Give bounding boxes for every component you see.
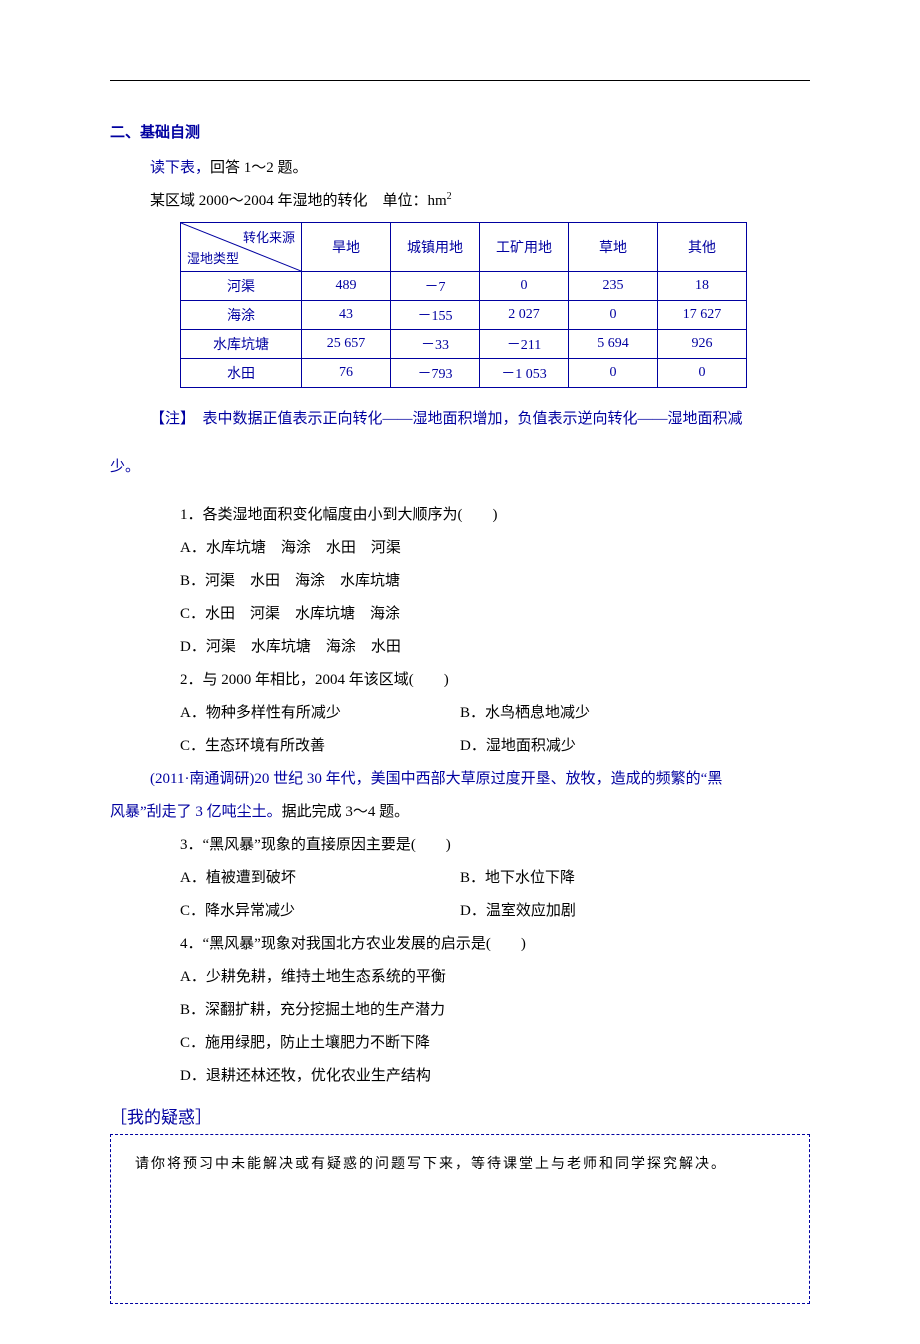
q3-opt-b: B．地下水位下降 <box>460 862 810 895</box>
cell: 76 <box>302 359 391 388</box>
q3-opt-a: A．植被遭到破坏 <box>180 862 460 895</box>
note-label: 【注】 <box>150 411 188 427</box>
table-row: 河渠 489 －7 0 235 18 <box>181 272 747 301</box>
intro-prefix: 读下表， <box>150 160 210 176</box>
cell: 489 <box>302 272 391 301</box>
q3-stem: 3．“黑风暴”现象的直接原因主要是( ) <box>110 829 810 862</box>
section-title: 二、基础自测 <box>110 121 810 142</box>
note-text-1: 表中数据正值表示正向转化——湿地面积增加，负值表示逆向转化——湿地面积减 <box>203 411 743 427</box>
diag-bottom-label: 湿地类型 <box>187 248 239 267</box>
table-caption-text: 某区域 2000～2004 年湿地的转化 单位：hm <box>150 193 447 209</box>
intro-line: 读下表，回答 1～2 题。 <box>110 152 810 185</box>
cell: 43 <box>302 301 391 330</box>
doubt-box: 请你将预习中未能解决或有疑惑的问题写下来，等待课堂上与老师和同学探究解决。 <box>110 1134 810 1304</box>
q4-opt-a: A．少耕免耕，维持土地生态系统的平衡 <box>110 961 810 994</box>
q2-opt-b: B．水鸟栖息地减少 <box>460 697 810 730</box>
q3-options: A．植被遭到破坏 B．地下水位下降 C．降水异常减少 D．温室效应加剧 <box>110 862 810 928</box>
doubt-text: 请你将预习中未能解决或有疑惑的问题写下来，等待课堂上与老师和同学探究解决。 <box>135 1157 727 1172</box>
table-caption: 某区域 2000～2004 年湿地的转化 单位：hm2 <box>110 185 810 218</box>
q1-opt-b: B．河渠 水田 海涂 水库坑塘 <box>110 565 810 598</box>
passage2-line2-rest: 据此完成 3～4 题。 <box>282 804 410 820</box>
cell: 926 <box>658 330 747 359</box>
page-container: 二、基础自测 读下表，回答 1～2 题。 某区域 2000～2004 年湿地的转… <box>0 0 920 1344</box>
cell: 0 <box>569 359 658 388</box>
cell: 0 <box>658 359 747 388</box>
table-note: 【注】 表中数据正值表示正向转化——湿地面积增加，负值表示逆向转化——湿地面积减 <box>110 403 810 436</box>
cell: －1 053 <box>480 359 569 388</box>
table-row: 海涂 43 －155 2 027 0 17 627 <box>181 301 747 330</box>
passage2-line2-prefix: 风暴”刮走了 3 亿吨尘土。 <box>110 804 282 820</box>
cell: 5 694 <box>569 330 658 359</box>
q1-opt-a: A．水库坑塘 海涂 水田 河渠 <box>110 532 810 565</box>
q2-opt-c: C．生态环境有所改善 <box>180 730 460 763</box>
doubt-title: ［我的疑惑］ <box>110 1103 810 1128</box>
col-header: 城镇用地 <box>391 223 480 272</box>
table-note-cont: 少。 <box>110 451 810 484</box>
col-header: 工矿用地 <box>480 223 569 272</box>
row-label: 海涂 <box>181 301 302 330</box>
top-rule <box>110 80 810 81</box>
passage2-line1: (2011·南通调研)20 世纪 30 年代，美国中西部大草原过度开垦、放牧，造… <box>110 763 810 796</box>
table-caption-sup: 2 <box>447 191 452 202</box>
cell: 0 <box>480 272 569 301</box>
cell: －155 <box>391 301 480 330</box>
row-label: 水田 <box>181 359 302 388</box>
q2-opt-d: D．湿地面积减少 <box>460 730 810 763</box>
q4-stem: 4．“黑风暴”现象对我国北方农业发展的启示是( ) <box>110 928 810 961</box>
q2-opt-a: A．物种多样性有所减少 <box>180 697 460 730</box>
row-label: 河渠 <box>181 272 302 301</box>
cell: 17 627 <box>658 301 747 330</box>
col-header: 草地 <box>569 223 658 272</box>
q4-opt-b: B．深翻扩耕，充分挖掘土地的生产潜力 <box>110 994 810 1027</box>
q3-opt-c: C．降水异常减少 <box>180 895 460 928</box>
passage2-line2: 风暴”刮走了 3 亿吨尘土。据此完成 3～4 题。 <box>110 796 810 829</box>
q2-stem: 2．与 2000 年相比，2004 年该区域( ) <box>110 664 810 697</box>
cell: 25 657 <box>302 330 391 359</box>
q3-opt-d: D．温室效应加剧 <box>460 895 810 928</box>
diag-top-label: 转化来源 <box>243 227 295 246</box>
cell: －793 <box>391 359 480 388</box>
table-header-row: 转化来源 湿地类型 旱地 城镇用地 工矿用地 草地 其他 <box>181 223 747 272</box>
cell: －33 <box>391 330 480 359</box>
cell: 235 <box>569 272 658 301</box>
intro-rest: 回答 1～2 题。 <box>210 160 308 176</box>
table-row: 水田 76 －793 －1 053 0 0 <box>181 359 747 388</box>
q1-stem: 1．各类湿地面积变化幅度由小到大顺序为( ) <box>110 499 810 532</box>
table-diag-header: 转化来源 湿地类型 <box>181 223 302 272</box>
table-row: 水库坑塘 25 657 －33 －211 5 694 926 <box>181 330 747 359</box>
cell: －7 <box>391 272 480 301</box>
q1-opt-d: D．河渠 水库坑塘 海涂 水田 <box>110 631 810 664</box>
cell: 18 <box>658 272 747 301</box>
cell: 2 027 <box>480 301 569 330</box>
q4-opt-d: D．退耕还林还牧，优化农业生产结构 <box>110 1060 810 1093</box>
col-header: 旱地 <box>302 223 391 272</box>
cell: 0 <box>569 301 658 330</box>
col-header: 其他 <box>658 223 747 272</box>
wetland-table: 转化来源 湿地类型 旱地 城镇用地 工矿用地 草地 其他 河渠 489 －7 0… <box>180 222 747 388</box>
q1-opt-c: C．水田 河渠 水库坑塘 海涂 <box>110 598 810 631</box>
row-label: 水库坑塘 <box>181 330 302 359</box>
q2-options: A．物种多样性有所减少 B．水鸟栖息地减少 C．生态环境有所改善 D．湿地面积减… <box>110 697 810 763</box>
cell: －211 <box>480 330 569 359</box>
q4-opt-c: C．施用绿肥，防止土壤肥力不断下降 <box>110 1027 810 1060</box>
